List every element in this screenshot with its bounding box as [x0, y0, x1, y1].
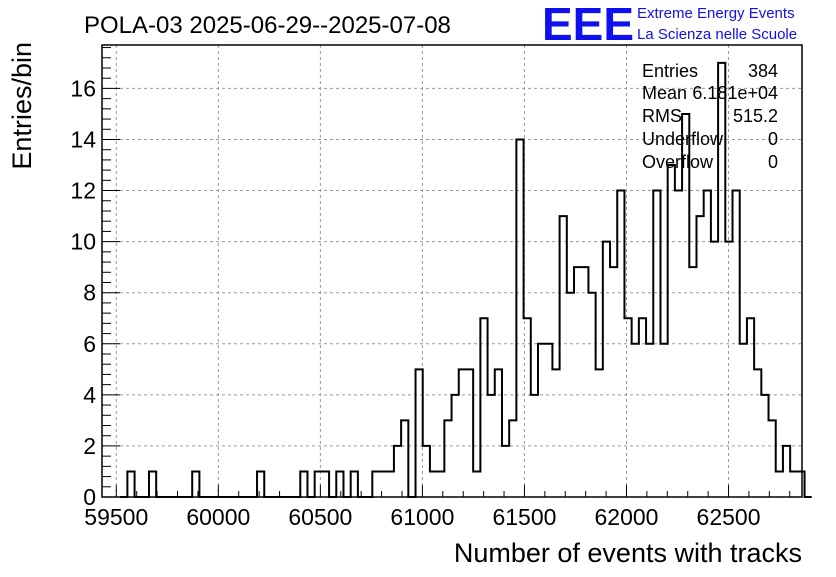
y-tick-label: 6: [83, 331, 96, 357]
histogram-series: [120, 61, 812, 498]
stats-value: 515.2: [733, 106, 778, 126]
eee-logo-line2: La Scienza nelle Scuole: [637, 26, 797, 43]
y-tick-labels: 0 2 4 6 8 10 12 14 16: [70, 75, 96, 510]
stats-box: Entries 384 Mean 6.181e+04 RMS 515.2 Underflow…: [642, 61, 778, 172]
x-axis-ticks: [115, 485, 791, 497]
stats-value: 0: [768, 129, 778, 149]
y-axis-ticks: [102, 47, 120, 498]
y-tick-label: 10: [70, 229, 96, 255]
plot-frame: [101, 44, 803, 498]
y-axis-label: Entries/bin: [7, 42, 37, 170]
y-tick-label: 4: [83, 382, 96, 408]
x-tick-label: 60500: [288, 504, 352, 530]
eee-logo: EEE Extreme Energy Events La Scienza nel…: [542, 0, 797, 50]
eee-logo-letters: EEE: [542, 0, 634, 50]
x-tick-label: 59500: [84, 504, 148, 530]
stats-label: Overflow: [642, 152, 714, 172]
x-tick-label: 62000: [595, 504, 659, 530]
y-tick-label: 8: [83, 280, 96, 306]
x-tick-label: 60000: [186, 504, 250, 530]
x-axis-label: Number of events with tracks: [454, 538, 802, 568]
x-tick-label: 61500: [492, 504, 556, 530]
eee-logo-line1: Extreme Energy Events: [637, 5, 795, 22]
y-tick-label: 14: [70, 126, 96, 152]
chart-title: POLA-03 2025-06-29--2025-07-08: [84, 12, 451, 39]
stats-value: 6.181e+04: [692, 83, 778, 103]
stats-label: RMS: [642, 106, 682, 126]
plot-border: [101, 44, 803, 498]
y-tick-label: 2: [83, 433, 96, 459]
stats-value: 0: [768, 152, 778, 172]
stats-label: Mean: [642, 83, 687, 103]
stats-value: 384: [748, 61, 778, 81]
stats-label: Entries: [642, 61, 698, 81]
stats-label: Underflow: [642, 129, 724, 149]
y-tick-label: 12: [70, 178, 96, 204]
y-tick-label: 16: [70, 75, 96, 101]
x-tick-label: 61000: [390, 504, 454, 530]
x-tick-label: 62500: [697, 504, 761, 530]
x-tick-labels: 59500 60000 60500 61000 61500 62000 62500: [84, 504, 760, 530]
y-tick-label: 0: [83, 484, 96, 510]
